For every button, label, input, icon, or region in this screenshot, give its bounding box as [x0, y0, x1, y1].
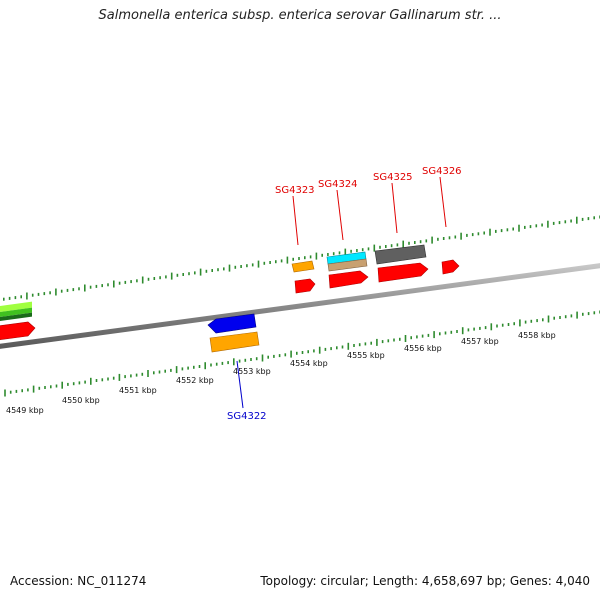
gene-label-sg4324[interactable]: SG4324 — [318, 179, 358, 190]
genome-title: Salmonella enterica subsp. enterica sero… — [98, 8, 502, 23]
feature-left-green-stack[interactable] — [0, 301, 32, 323]
leader-sg4324 — [336, 189, 344, 241]
leader-sg4326 — [439, 176, 447, 228]
feature-left-red-arrow[interactable] — [0, 321, 36, 341]
feature-green[interactable] — [0, 307, 32, 319]
kbp-label-4552: 4552 kbp — [176, 376, 214, 385]
kbp-label-4556: 4556 kbp — [404, 344, 442, 353]
leader-sg4322 — [236, 360, 244, 409]
leader-sg4323 — [292, 195, 299, 246]
kbp-label-4555: 4555 kbp — [347, 351, 385, 360]
gene-label-sg4325[interactable]: SG4325 — [373, 172, 413, 183]
kbp-label-4554: 4554 kbp — [290, 359, 328, 368]
feature-sg4322-orange[interactable] — [209, 331, 260, 353]
feature-sg4323-orange[interactable] — [291, 260, 315, 273]
gene-label-sg4322[interactable]: SG4322 — [227, 411, 267, 422]
upper-tick-ruler — [2, 215, 600, 301]
kbp-label-4553: 4553 kbp — [233, 367, 271, 376]
kbp-label-4558: 4558 kbp — [518, 331, 556, 340]
kbp-label-4549: 4549 kbp — [6, 406, 44, 415]
feature-sg4322-blue-arrow[interactable] — [207, 313, 257, 334]
feature-darkgreen[interactable] — [0, 312, 32, 323]
feature-sg4324-red-arrow[interactable] — [328, 270, 369, 289]
gene-label-sg4326[interactable]: SG4326 — [422, 166, 462, 177]
genome-backbone — [0, 263, 600, 349]
lower-tick-ruler — [4, 310, 600, 397]
genome-stats-text: Topology: circular; Length: 4,658,697 bp… — [260, 574, 590, 588]
leader-sg4325 — [391, 182, 398, 234]
feature-sg4325-red-arrow[interactable] — [377, 262, 429, 283]
feature-sg4323-red-arrow[interactable] — [294, 278, 316, 294]
feature-sg4324-tan[interactable] — [327, 258, 368, 272]
accession-text: Accession: NC_011274 — [10, 574, 147, 588]
kbp-label-4551: 4551 kbp — [119, 386, 157, 395]
feature-lightgreen[interactable] — [0, 301, 32, 314]
kbp-label-4550: 4550 kbp — [62, 396, 100, 405]
feature-sg4326-red-arrow[interactable] — [441, 259, 460, 275]
kbp-label-4557: 4557 kbp — [461, 337, 499, 346]
gene-label-sg4323[interactable]: SG4323 — [275, 185, 315, 196]
feature-sg4325-grey[interactable] — [374, 244, 427, 265]
